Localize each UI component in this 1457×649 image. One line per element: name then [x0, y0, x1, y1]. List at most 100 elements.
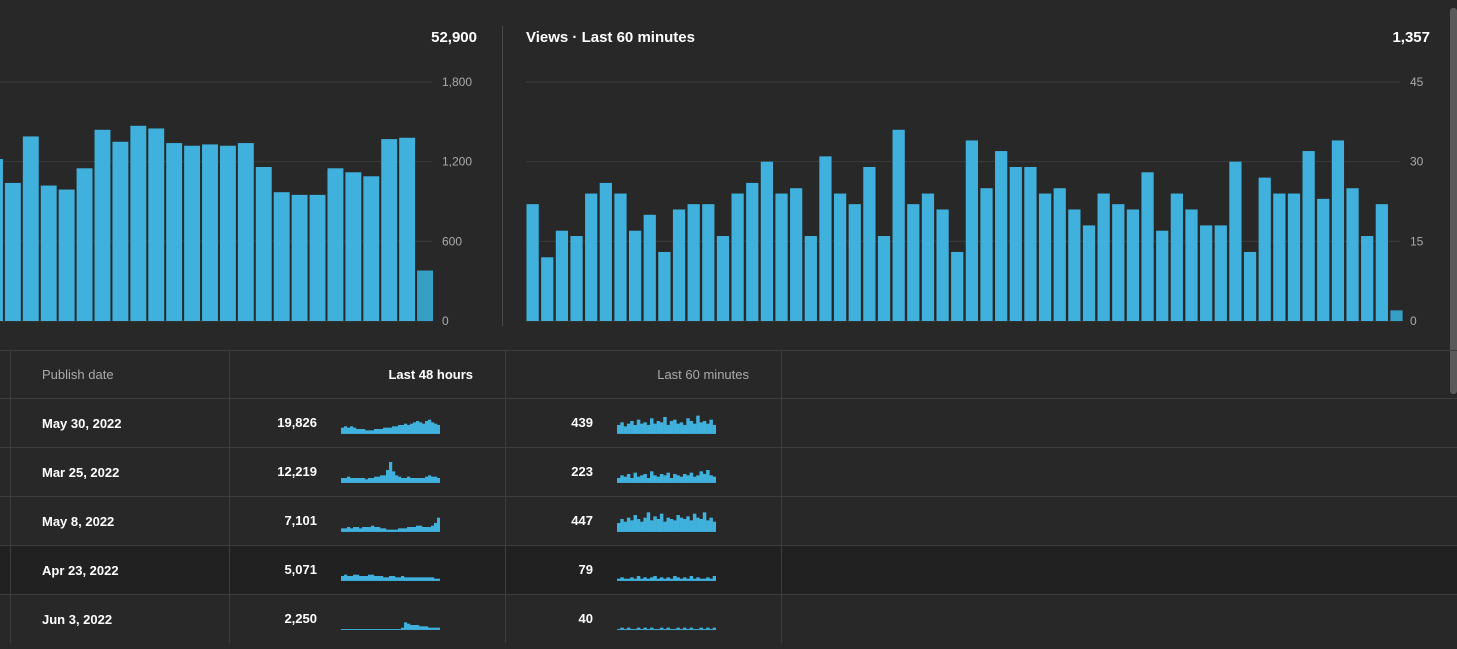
- right-chart-bar[interactable]: [1068, 209, 1081, 321]
- header-publish-date[interactable]: Publish date: [10, 350, 230, 399]
- left-chart-bar[interactable]: [76, 168, 93, 321]
- right-chart-bar[interactable]: [819, 156, 832, 321]
- right-chart-bar[interactable]: [760, 161, 774, 321]
- right-chart-bar[interactable]: [1097, 193, 1110, 321]
- left-chart-bar[interactable]: [130, 125, 147, 321]
- right-chart-bar[interactable]: [1170, 193, 1183, 321]
- header-last-60-minutes[interactable]: Last 60 minutes: [505, 350, 782, 399]
- right-chart-bar[interactable]: [585, 193, 598, 321]
- right-chart-bar[interactable]: [1214, 225, 1227, 321]
- right-chart-bar[interactable]: [687, 204, 700, 321]
- right-chart-bar[interactable]: [936, 209, 949, 321]
- table-row[interactable]: May 30, 2022 19,826 439: [0, 398, 1457, 448]
- left-chart-bar[interactable]: [184, 145, 201, 321]
- views-60m-value: 40: [578, 611, 593, 626]
- right-chart-bar[interactable]: [1302, 151, 1315, 321]
- right-chart-bar[interactable]: [995, 151, 1008, 321]
- right-chart-bar[interactable]: [1375, 204, 1388, 321]
- right-chart-bar[interactable]: [1346, 188, 1359, 321]
- right-chart-bar[interactable]: [599, 182, 612, 321]
- right-chart-bar[interactable]: [980, 188, 993, 321]
- left-chart-bar[interactable]: [219, 145, 236, 321]
- right-chart-bar[interactable]: [965, 140, 978, 321]
- right-chart-bar[interactable]: [746, 182, 759, 321]
- right-chart-bar[interactable]: [1317, 198, 1330, 321]
- left-chart-bar[interactable]: [381, 139, 398, 321]
- right-chart-bar[interactable]: [526, 204, 539, 321]
- right-chart-bar[interactable]: [951, 251, 964, 321]
- right-chart-bar[interactable]: [1082, 225, 1096, 321]
- left-chart-bar[interactable]: [22, 136, 39, 321]
- right-chart-bar[interactable]: [1156, 230, 1169, 321]
- table-row[interactable]: May 8, 2022 7,101 447: [0, 496, 1457, 546]
- left-chart-bar[interactable]: [417, 270, 433, 321]
- left-chart-bar[interactable]: [40, 185, 57, 321]
- right-chart-bar[interactable]: [1200, 225, 1213, 321]
- left-chart-bar[interactable]: [58, 189, 75, 321]
- right-chart-bar[interactable]: [541, 257, 554, 321]
- right-chart-y-tick-label: 45: [1410, 75, 1424, 89]
- left-chart-bar[interactable]: [112, 141, 129, 321]
- right-chart-bar[interactable]: [1185, 209, 1198, 321]
- left-chart-bar[interactable]: [237, 143, 254, 321]
- last-60-minutes-cell: 40: [505, 594, 782, 643]
- header-last-48-hours[interactable]: Last 48 hours: [229, 350, 506, 399]
- vertical-scrollbar[interactable]: [1450, 8, 1457, 394]
- right-chart-bar[interactable]: [907, 204, 920, 321]
- right-chart-bar[interactable]: [833, 193, 847, 321]
- right-chart-bar[interactable]: [1009, 166, 1022, 321]
- right-chart-bar[interactable]: [1038, 193, 1052, 321]
- right-chart-bar[interactable]: [702, 204, 715, 321]
- table-row[interactable]: Apr 23, 2022 5,071 79: [0, 545, 1457, 595]
- left-chart-bar[interactable]: [148, 128, 165, 321]
- right-chart-bar[interactable]: [804, 236, 817, 321]
- right-chart-bar[interactable]: [716, 236, 730, 321]
- right-chart-bar[interactable]: [1273, 193, 1286, 321]
- right-chart-bar[interactable]: [672, 209, 686, 321]
- left-chart-bar[interactable]: [309, 194, 326, 321]
- right-chart-bar[interactable]: [1390, 310, 1403, 321]
- right-chart-bar[interactable]: [1243, 251, 1257, 321]
- right-chart-bar[interactable]: [775, 193, 788, 321]
- sparkline-bar: [362, 478, 366, 482]
- left-chart-bar[interactable]: [291, 194, 308, 321]
- right-chart-bar[interactable]: [1361, 236, 1374, 321]
- table-row[interactable]: Mar 25, 2022 12,219 223: [0, 447, 1457, 497]
- left-chart-bar[interactable]: [255, 166, 272, 321]
- sparkline-bar: [374, 576, 378, 580]
- right-chart-bar[interactable]: [643, 214, 656, 321]
- left-chart-bar[interactable]: [345, 172, 362, 321]
- right-chart-bar[interactable]: [863, 166, 876, 321]
- right-chart-bar[interactable]: [790, 188, 803, 321]
- left-chart-bar[interactable]: [273, 192, 290, 321]
- right-chart-bar[interactable]: [1229, 161, 1242, 321]
- right-chart-bar[interactable]: [1024, 166, 1037, 321]
- right-chart-bar[interactable]: [848, 204, 861, 321]
- left-chart-bar[interactable]: [94, 129, 111, 321]
- left-chart-bar[interactable]: [327, 168, 344, 321]
- right-chart-bar[interactable]: [1053, 188, 1066, 321]
- right-chart-bar[interactable]: [1258, 177, 1271, 321]
- right-chart-bar[interactable]: [1331, 140, 1345, 321]
- right-chart-bar[interactable]: [1112, 204, 1125, 321]
- right-chart-bar[interactable]: [877, 236, 891, 321]
- right-chart-bar[interactable]: [892, 129, 905, 321]
- sparkline-bar: [419, 577, 423, 580]
- left-chart-bar[interactable]: [166, 143, 183, 321]
- left-chart-bar[interactable]: [0, 159, 3, 321]
- right-chart-bar[interactable]: [658, 251, 671, 321]
- right-chart-bar[interactable]: [1141, 172, 1154, 321]
- left-chart-bar[interactable]: [399, 137, 416, 321]
- right-chart-bar[interactable]: [614, 193, 627, 321]
- right-chart-bar[interactable]: [628, 230, 642, 321]
- right-chart-bar[interactable]: [921, 193, 935, 321]
- right-chart-bar[interactable]: [1126, 209, 1140, 321]
- right-chart-bar[interactable]: [555, 230, 569, 321]
- right-chart-bar[interactable]: [731, 193, 744, 321]
- right-chart-bar[interactable]: [570, 236, 583, 321]
- table-row[interactable]: Jun 3, 2022 2,250 40: [0, 594, 1457, 643]
- left-chart-bar[interactable]: [202, 144, 218, 321]
- left-chart-bar[interactable]: [4, 182, 21, 321]
- right-chart-bar[interactable]: [1287, 193, 1301, 321]
- left-chart-bar[interactable]: [363, 176, 380, 321]
